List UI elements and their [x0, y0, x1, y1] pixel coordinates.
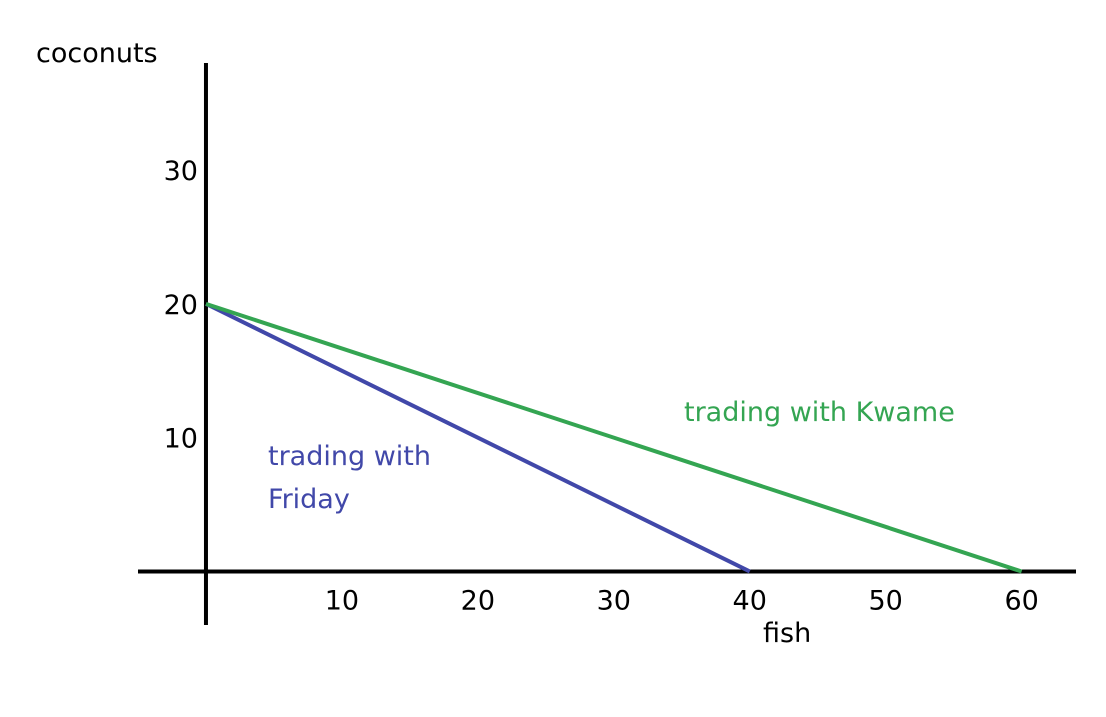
x-tick-label: 30 [597, 585, 631, 616]
series-label: Friday [268, 484, 350, 515]
x-tick-label: 60 [1004, 585, 1038, 616]
x-tick-label: 40 [733, 585, 767, 616]
y-tick-label: 30 [164, 156, 198, 187]
x-tick-label: 10 [325, 585, 359, 616]
series-label: trading with Kwame [684, 397, 955, 428]
y-tick-label: 10 [164, 424, 198, 455]
x-tick-label: 50 [869, 585, 903, 616]
series-line [205, 301, 1023, 574]
y-tick-label: 20 [164, 290, 198, 321]
series-line [205, 302, 751, 574]
x-tick-label: 20 [461, 585, 495, 616]
series-label: trading with [268, 441, 431, 472]
y-axis-label: coconuts [36, 38, 158, 69]
x-axis-label: fish [763, 618, 811, 649]
